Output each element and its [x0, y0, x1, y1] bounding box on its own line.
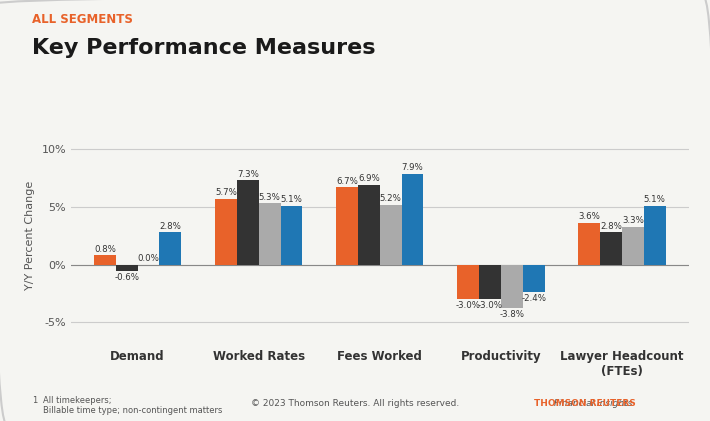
Text: THOMSON REUTERS: THOMSON REUTERS — [534, 399, 635, 408]
Bar — [600, 232, 622, 264]
Bar — [644, 206, 666, 264]
Bar — [116, 264, 138, 272]
Text: 5.2%: 5.2% — [380, 194, 402, 203]
Bar — [280, 206, 302, 264]
Text: Financial Insights: Financial Insights — [554, 400, 632, 408]
Text: 3.3%: 3.3% — [622, 216, 644, 225]
Bar — [237, 181, 258, 264]
Text: 6.7%: 6.7% — [337, 177, 358, 186]
Bar — [258, 203, 280, 264]
Text: All timekeepers;
Billable time type; non-contingent matters: All timekeepers; Billable time type; non… — [43, 396, 222, 415]
Bar — [501, 264, 523, 308]
Bar — [160, 232, 181, 264]
Bar — [622, 226, 644, 264]
Bar — [215, 199, 237, 264]
Bar — [402, 173, 423, 264]
Text: 5.7%: 5.7% — [215, 188, 237, 197]
Bar — [579, 223, 600, 264]
Text: 2.8%: 2.8% — [159, 221, 181, 231]
Text: 5.1%: 5.1% — [644, 195, 666, 204]
Bar — [380, 205, 402, 264]
Text: -3.0%: -3.0% — [478, 301, 503, 310]
Text: © 2023 Thomson Reuters. All rights reserved.: © 2023 Thomson Reuters. All rights reser… — [251, 400, 459, 408]
Text: -3.0%: -3.0% — [456, 301, 481, 310]
Text: 0.0%: 0.0% — [138, 254, 160, 263]
Bar — [457, 264, 479, 299]
Text: 3.6%: 3.6% — [579, 212, 601, 221]
Y-axis label: Y/Y Percent Change: Y/Y Percent Change — [25, 181, 35, 290]
Bar — [337, 187, 358, 264]
Text: 0.8%: 0.8% — [94, 245, 116, 253]
Text: -3.8%: -3.8% — [499, 310, 525, 319]
Text: 1: 1 — [32, 396, 37, 405]
Bar — [523, 264, 545, 292]
Text: -2.4%: -2.4% — [521, 294, 546, 303]
Text: 5.1%: 5.1% — [280, 195, 302, 204]
Text: 2.8%: 2.8% — [600, 221, 622, 231]
Bar — [479, 264, 501, 299]
Text: 6.9%: 6.9% — [358, 174, 380, 183]
Bar — [94, 256, 116, 264]
Text: 7.3%: 7.3% — [237, 170, 258, 179]
Text: ALL SEGMENTS: ALL SEGMENTS — [32, 13, 133, 26]
Text: -0.6%: -0.6% — [114, 273, 139, 282]
Text: 7.9%: 7.9% — [402, 163, 423, 172]
Text: 5.3%: 5.3% — [258, 193, 280, 202]
Text: Key Performance Measures: Key Performance Measures — [32, 38, 376, 58]
Bar — [358, 185, 380, 264]
